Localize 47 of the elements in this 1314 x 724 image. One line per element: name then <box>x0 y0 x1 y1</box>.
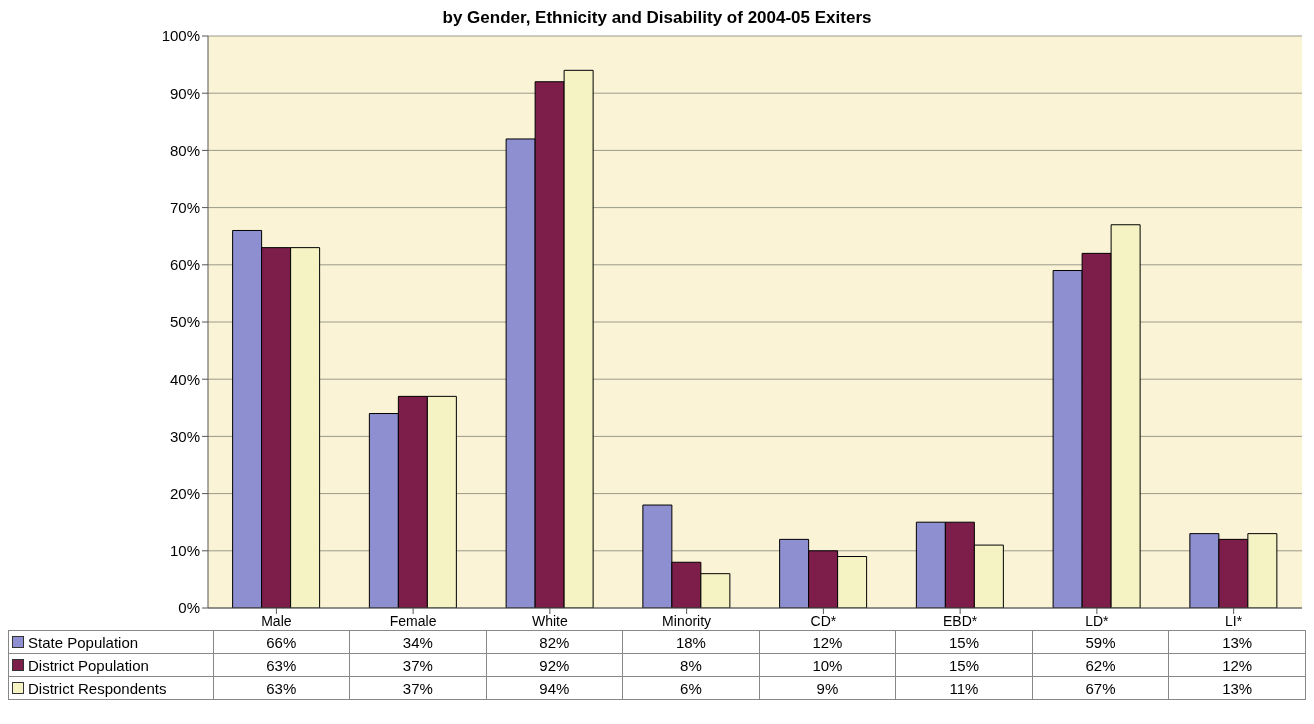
y-tick-label: 40% <box>169 370 200 388</box>
legend-label: District Population <box>8 653 213 677</box>
data-label: 13% <box>1168 676 1306 700</box>
data-label: 8% <box>622 653 760 677</box>
data-label: 12% <box>1168 653 1306 677</box>
x-tick-label: CD* <box>810 612 837 629</box>
data-label: 12% <box>759 630 896 654</box>
data-label: 59% <box>1032 630 1169 654</box>
data-label: 13% <box>1168 630 1306 654</box>
y-tick-label: 50% <box>169 313 200 331</box>
data-label: 94% <box>486 676 623 700</box>
data-label: 6% <box>622 676 760 700</box>
y-tick-label: 80% <box>169 141 200 159</box>
y-tick-label: 30% <box>169 427 200 445</box>
chart-title: by Gender, Ethnicity and Disability of 2004-05 Exiters <box>442 8 872 27</box>
data-label: 10% <box>759 653 896 677</box>
y-tick-label: 60% <box>169 256 200 274</box>
data-label: 18% <box>622 630 760 654</box>
data-label: 11% <box>895 676 1033 700</box>
data-label: 63% <box>213 653 350 677</box>
x-tick-label: White <box>531 612 568 629</box>
x-tick-label: Female <box>389 612 437 629</box>
data-label: 9% <box>759 676 896 700</box>
data-label: 82% <box>486 630 623 654</box>
x-tick-label: LD* <box>1085 612 1110 629</box>
y-tick-label: 10% <box>169 542 200 560</box>
y-tick-label: 20% <box>169 484 200 502</box>
data-label: 63% <box>213 676 350 700</box>
data-label: 67% <box>1032 676 1169 700</box>
data-label: 37% <box>349 676 487 700</box>
x-tick-label: LI* <box>1225 612 1243 629</box>
y-tick-label: 0% <box>178 599 200 617</box>
data-label: 15% <box>895 630 1033 654</box>
y-tick-label: 100% <box>161 27 200 45</box>
data-label: 92% <box>486 653 623 677</box>
data-label: 66% <box>213 630 350 654</box>
y-tick-label: 90% <box>169 84 200 102</box>
y-tick-label: 70% <box>169 198 200 216</box>
data-label: 62% <box>1032 653 1169 677</box>
legend-label: State Population <box>8 630 213 654</box>
data-label: 37% <box>349 653 487 677</box>
data-label: 34% <box>349 630 487 654</box>
data-label: 15% <box>895 653 1033 677</box>
x-tick-label: EBD* <box>943 612 978 629</box>
x-tick-label: Minority <box>662 612 712 629</box>
x-tick-label: Male <box>261 612 292 629</box>
legend-label: District Respondents <box>8 676 213 700</box>
